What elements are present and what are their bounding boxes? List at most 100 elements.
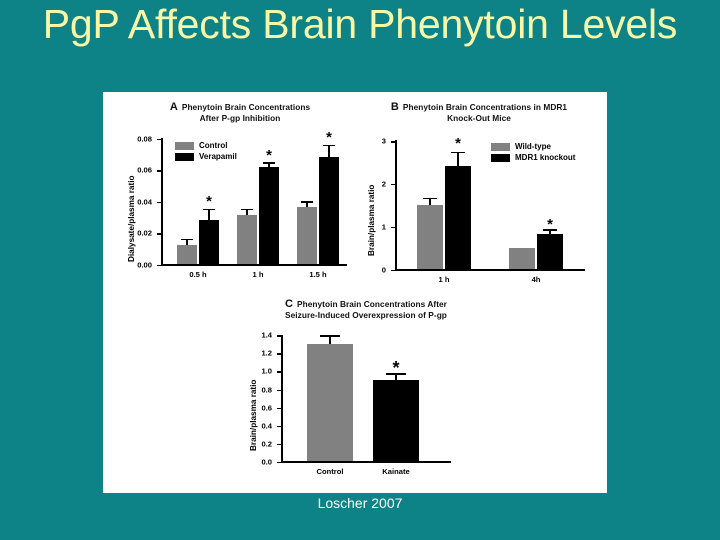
panel-c-ytick-label: 0.6 [261,403,272,412]
panel-b-ytick-label: 3 [381,136,386,146]
x-tick-label: Control [316,467,344,476]
legend-item: Control [175,141,237,150]
bar-kainate [373,380,419,462]
errorbar-cap [543,229,557,231]
panel-a-y-axis-title: Dialysate/plasma ratio [127,175,136,262]
chart-panel-a: A Phenytoin Brain Concentrations After P-… [115,100,355,290]
panel-c-ytick-label: 1.2 [261,348,272,358]
panel-c-ytick: 0.6 [261,403,281,412]
panel-c-ytick-label: 0.4 [261,421,272,431]
errorbar-cap [323,144,335,146]
panel-a-ytick: 0.08 [137,135,161,144]
errorbar [186,240,188,246]
panel-a-x-axis [161,264,347,266]
panel-a-heading: A Phenytoin Brain Concentrations After P-… [129,102,351,124]
panel-c-ytick: 1.4 [261,331,281,340]
x-tick-label: 1.5 h [309,270,327,279]
significance-star: * [392,358,400,378]
legend-label: MDR1 knockout [515,153,576,162]
errorbar [429,199,431,205]
bar-wildtype-4h [509,247,535,270]
panel-c-heading: C Phenytoin Brain Concentrations After Se… [231,299,501,321]
panel-a-ytick: 0.06 [137,166,161,175]
panel-a-ytick-label: 0.08 [137,134,152,144]
chart-panel-c: C Phenytoin Brain Concentrations After Se… [221,297,511,487]
significance-star: * [266,147,272,164]
errorbar [246,210,248,215]
panel-b-heading: B Phenytoin Brain Concentrations in MDR1 … [359,102,599,124]
panel-b-ytick-label: 1 [381,222,386,232]
x-tick-label: 1 h [252,270,264,279]
significance-star: * [547,216,553,233]
panel-c-title-line1: Phenytoin Brain Concentrations After [297,299,447,309]
panel-c-ytick-label: 0.8 [261,385,272,394]
panel-a-title-line1: Phenytoin Brain Concentrations [181,102,311,112]
panel-c-ytick: 0.8 [261,385,281,394]
legend-swatch-gray-icon [491,142,510,151]
errorbar-cap [386,373,406,375]
bar-verapamil-1h [259,166,279,265]
significance-star: * [326,129,332,146]
panel-a-ytick: 0.02 [137,229,161,238]
panel-c-ytick: 0.0 [261,457,281,466]
panel-a-title-line2: After P-gp Inhibition [199,113,281,123]
legend-item: MDR1 knockout [491,153,575,162]
bar-control-1h [237,214,257,265]
legend-item: Wild-type [491,142,575,151]
panel-c-ytick: 0.2 [261,439,281,448]
panel-b-ytick: 3 [382,137,395,146]
significance-star: * [455,135,461,152]
errorbar [457,153,459,166]
panel-b-ytick-label: 0 [381,265,386,275]
errorbar-cap [241,208,253,210]
x-tick-label: 4h [531,275,541,284]
panel-c-ytick-label: 1.4 [261,330,272,340]
citation-text: Loscher 2007 [317,495,403,511]
panel-c-ytick: 1.2 [261,349,281,358]
panel-a-legend: Control Verapamil [175,141,237,163]
panel-b-legend: Wild-type MDR1 knockout [491,142,575,164]
legend-swatch-black-icon [175,152,194,161]
panel-c-y-axis [281,335,283,463]
errorbar-cap [181,239,193,241]
x-tick-label: 1 h [438,275,450,284]
errorbar [208,210,210,220]
panel-b-letter: B [390,101,399,113]
panel-a-y-axis [161,138,163,266]
significance-star: * [206,193,212,210]
bar-control [307,344,353,462]
panel-b-y-axis [395,140,397,271]
errorbar-cap [451,151,465,153]
errorbar-cap [203,208,215,210]
figure-panel: A Phenytoin Brain Concentrations After P-… [103,92,607,493]
panel-c-ytick-label: 1.0 [261,366,272,376]
x-tick-label: 0.5 h [189,270,207,279]
bar-wildtype-1h [417,204,443,270]
bar-verapamil-1.5h [319,157,339,265]
errorbar-cap [320,335,340,337]
legend-item: Verapamil [175,152,237,161]
panel-b-y-axis-title: Brain/plasma ratio [367,184,376,256]
errorbar-cap [263,162,275,164]
panel-a-ytick: 0.04 [137,197,161,206]
panel-a-ytick-label: 0.04 [137,197,152,207]
panel-b-title-line1: Phenytoin Brain Concentrations in MDR1 [402,102,568,112]
legend-label: Verapamil [199,152,237,161]
errorbar [328,146,330,158]
panel-a-ytick: 0.00 [137,260,161,269]
errorbar [306,202,308,207]
errorbar [268,163,270,167]
panel-b-plot: Brain/plasma ratio 0 1 2 3 Wild-type MDR… [367,135,585,284]
panel-c-plot: Brain/plasma ratio 0.0 0.2 0.4 0.6 0.8 1… [249,331,451,476]
page-title: PgP Affects Brain Phenytoin Levels [42,1,678,47]
panel-c-ytick-label: 0.2 [261,439,272,449]
panel-c-ytick: 1.0 [261,367,281,376]
legend-label: Control [199,141,228,150]
panel-c-letter: C [285,298,294,310]
panel-b-ytick-label: 2 [381,179,386,189]
errorbar [549,230,551,234]
panel-b-ytick: 2 [382,180,395,189]
panel-b-ytick: 1 [382,222,395,231]
x-tick-label: Kainate [382,467,410,476]
legend-swatch-black-icon [491,153,510,162]
